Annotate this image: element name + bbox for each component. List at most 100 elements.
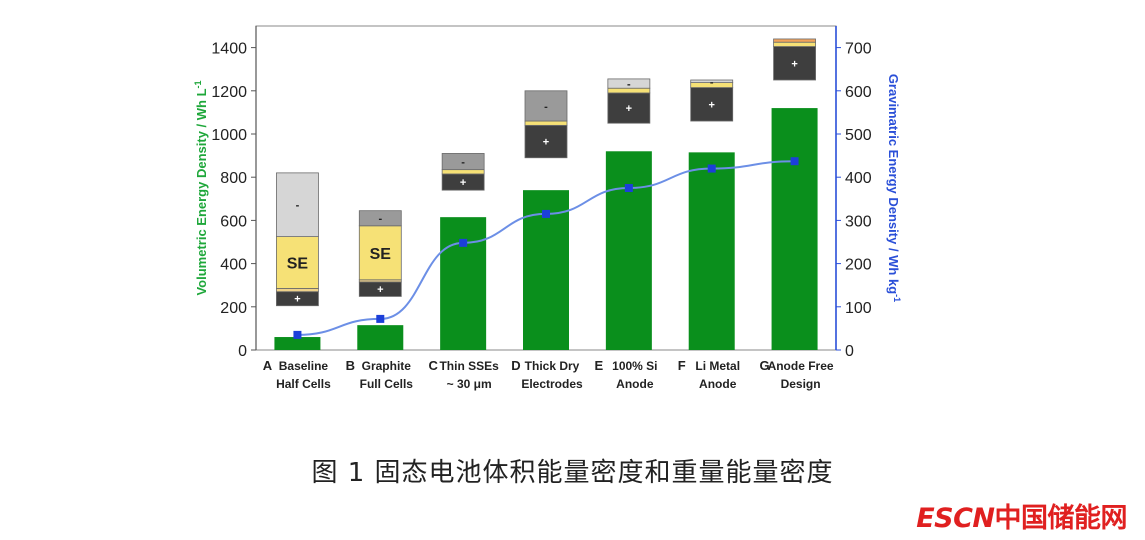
category-letter: C xyxy=(428,358,438,373)
category-line1: Baseline xyxy=(279,359,329,373)
stack-label-minus: - xyxy=(461,157,465,169)
stack-layer-separator xyxy=(524,120,568,126)
stack-layer-minus xyxy=(358,210,402,227)
right-tick-label: 200 xyxy=(845,257,872,274)
right-tick-label: 300 xyxy=(845,213,872,230)
gravimetric-point-E xyxy=(624,184,633,192)
stack-layer-plus xyxy=(607,92,651,124)
stack-layer-separator xyxy=(441,169,485,175)
stack-layer-minus xyxy=(524,90,568,122)
stack-label-plus: + xyxy=(377,284,383,296)
stack-label-plus: + xyxy=(791,58,797,70)
figure-caption: 图 1 固态电池体积能量密度和重量能量密度 xyxy=(311,458,834,488)
stack-label-plus: + xyxy=(460,177,466,189)
gravimetric-point-C xyxy=(459,238,468,247)
escn-logo: ESCN中国储能网 xyxy=(916,496,1127,535)
bar-B xyxy=(357,325,404,350)
right-tick-label: 700 xyxy=(845,41,872,58)
stack-layer-electrolyte xyxy=(358,225,402,281)
right-tick-label: 600 xyxy=(845,84,872,101)
gravimetric-point-A xyxy=(293,330,302,339)
right-axis-title-sup: -1 xyxy=(892,294,902,302)
bar-E xyxy=(605,151,652,350)
category-letter: D xyxy=(511,358,520,373)
category-line2: Half Cells xyxy=(276,377,331,391)
cell-stack-B: + SE - xyxy=(358,210,402,297)
category-line1: Li Metal xyxy=(695,359,740,373)
stack-label-minus: - xyxy=(378,213,382,225)
category-line2: ~ 30 μm xyxy=(447,377,492,391)
stack-label-plus: + xyxy=(708,99,714,111)
category-label-B: B Graphite Full Cells xyxy=(346,358,414,391)
left-tick-label: 600 xyxy=(220,213,247,230)
gravimetric-point-G xyxy=(790,157,799,166)
stack-layer-plus xyxy=(773,46,816,81)
bar-A xyxy=(274,337,321,350)
bar-G xyxy=(771,108,818,350)
left-tick-label: 1000 xyxy=(211,127,247,144)
stack-label-minus: - xyxy=(296,200,300,212)
stack-label-electrolyte: SE xyxy=(287,256,309,273)
category-letter: B xyxy=(346,358,355,373)
right-tick-label: 100 xyxy=(845,300,872,317)
stack-layer-minus xyxy=(690,79,734,83)
stack-layer-plus xyxy=(690,87,734,122)
right-tick-label: 0 xyxy=(845,343,854,360)
gravimetric-point-F xyxy=(707,164,716,173)
stack-label-electrolyte: SE xyxy=(370,246,392,263)
category-line2: Full Cells xyxy=(360,377,414,391)
category-label-C: C Thin SSEs ~ 30 μm xyxy=(428,358,499,391)
stack-layer-separator xyxy=(773,41,816,47)
category-line1: Thick Dry xyxy=(525,359,580,373)
cell-stack-G: + xyxy=(773,38,816,81)
stack-label-minus: - xyxy=(710,76,714,88)
bar-F xyxy=(688,152,735,350)
category-line2: Electrodes xyxy=(521,377,583,391)
stack-layer-electrolyte xyxy=(276,236,319,289)
category-line2: Anode xyxy=(699,377,737,391)
logo-cn: 中国储能网 xyxy=(994,503,1128,534)
left-tick-label: 1200 xyxy=(211,84,247,101)
stack-label-plus: + xyxy=(543,137,549,149)
stack-label-minus: - xyxy=(627,79,631,91)
category-line2: Anode xyxy=(616,377,654,391)
stack-layer-plus xyxy=(524,124,568,159)
bar-C xyxy=(440,217,487,350)
category-line2: Design xyxy=(781,377,821,391)
category-label-D: D Thick Dry Electrodes xyxy=(511,358,583,391)
stack-label-plus: + xyxy=(626,103,632,115)
category-label-F: F Li Metal Anode xyxy=(678,358,740,391)
category-letter: E xyxy=(595,358,604,373)
category-line1: Graphite xyxy=(362,359,412,373)
category-line1: 100% Si xyxy=(612,359,657,373)
right-tick-label: 500 xyxy=(845,127,872,144)
stack-layer-minus xyxy=(773,38,816,43)
left-tick-label: 200 xyxy=(220,300,247,317)
stack-layer-minus xyxy=(441,153,485,171)
gravimetric-point-B xyxy=(376,314,385,323)
cell-stack-D: +- xyxy=(524,90,568,159)
stack-label-plus: + xyxy=(294,294,300,306)
energy-density-chart: 0 200 400 600 800 1000 1200 1400 0 100 200 300 400 50… xyxy=(193,25,902,391)
category-line1: Thin SSEs xyxy=(439,359,499,373)
left-axis-title: Volumetric Energy Density / Wh L-1 xyxy=(193,80,209,295)
cell-stack-C: +- xyxy=(441,153,485,191)
category-label-E: E 100% Si Anode xyxy=(595,358,658,391)
gravimetric-point-D xyxy=(542,209,550,218)
left-axis-title-sup: -1 xyxy=(193,80,203,88)
stack-layer-minus xyxy=(607,78,651,89)
cell-stack-E: +- xyxy=(607,78,651,124)
right-tick-label: 400 xyxy=(845,170,872,187)
stack-label-minus: - xyxy=(544,101,548,113)
left-tick-label: 0 xyxy=(238,343,247,360)
stack-layer-separator xyxy=(276,288,319,293)
category-label-A: A Baseline Half Cells xyxy=(263,358,331,391)
cell-stack-F: +- xyxy=(690,76,734,122)
left-tick-label: 400 xyxy=(220,257,247,274)
right-axis-title: Gravimatric Energy Density / Wh kg-1 xyxy=(886,74,902,302)
logo-latin: ESCN xyxy=(916,503,995,534)
category-line1: Anode Free xyxy=(768,359,834,373)
left-tick-label: 800 xyxy=(220,170,247,187)
category-letter: G xyxy=(760,358,770,373)
